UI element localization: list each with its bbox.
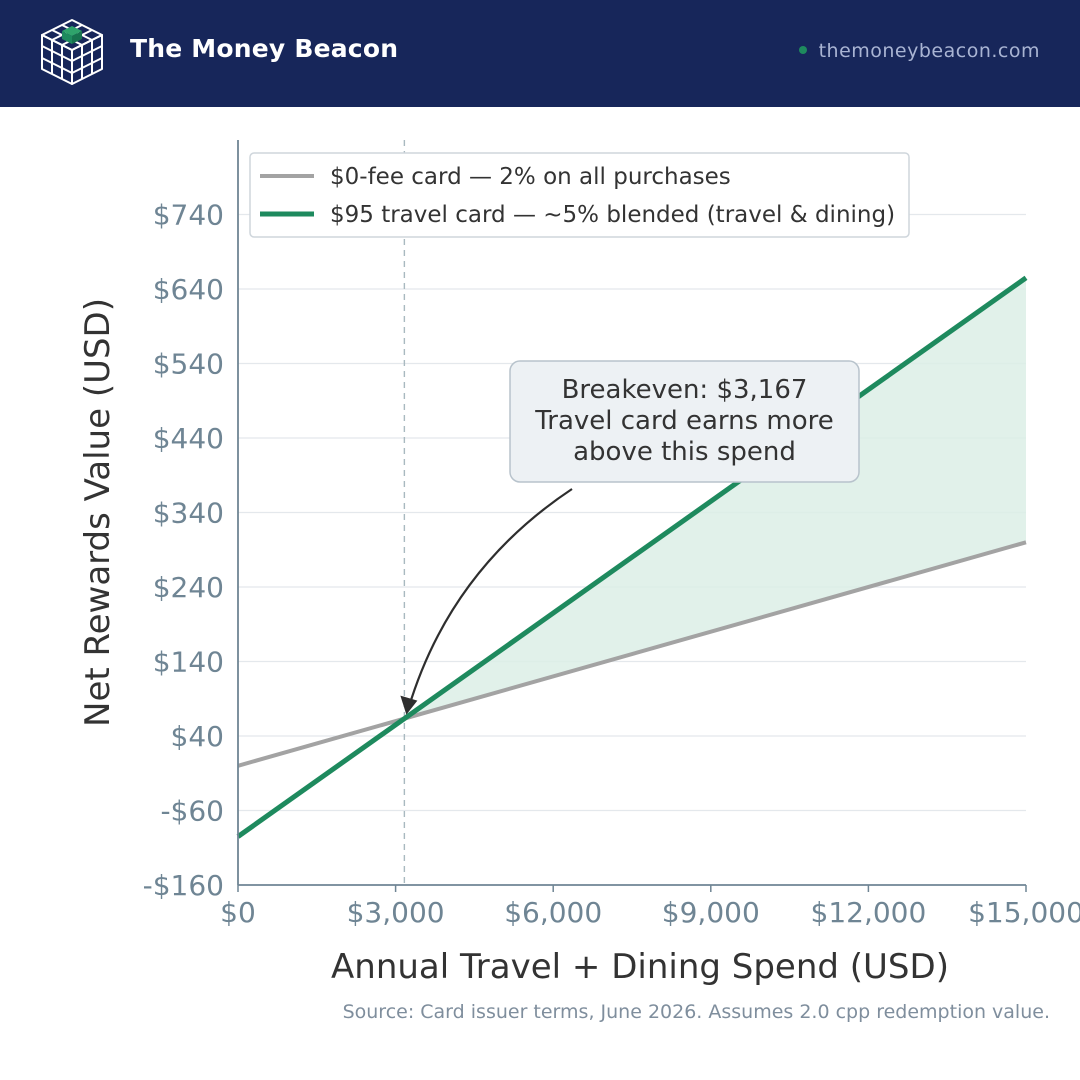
series-lines	[236, 275, 1028, 839]
y-tick-label: $640	[153, 273, 224, 306]
site-url[interactable]: themoneybeacon.com	[798, 40, 1040, 62]
y-axis-label: Net Rewards Value (USD)	[78, 298, 118, 727]
site-url-text: themoneybeacon.com	[818, 40, 1040, 62]
callout-arrowhead	[400, 695, 418, 715]
x-tick-label: $6,000	[504, 896, 602, 929]
series-line-fee-free	[237, 540, 1027, 768]
y-tick-label: $440	[153, 422, 224, 455]
y-tick-label: $140	[153, 646, 224, 679]
callout-arrow	[407, 488, 573, 709]
callout-text: Travel card earns more	[534, 406, 834, 436]
y-tick-label: $40	[171, 720, 224, 753]
callout-box	[509, 360, 860, 483]
x-tick-label: $0	[220, 896, 256, 929]
header-banner: The Money Beacon themoneybeacon.com	[0, 0, 1080, 107]
tick-labels: -$160 -$60 $40 $140 $240 $340 $440 $540 $640 $740…	[143, 199, 1080, 930]
legend-label: $95 travel card — ~5% blended (travel & …	[330, 202, 895, 228]
callout-text: Breakeven: $3,167	[562, 375, 808, 405]
y-tick-label: $340	[153, 497, 224, 530]
x-tick-label: $9,000	[662, 896, 760, 929]
y-tick-label: $540	[153, 348, 224, 381]
series-line-travel-card	[236, 275, 1028, 839]
legend-box	[249, 152, 910, 238]
axes	[237, 140, 1026, 886]
y-tick-label: $740	[153, 199, 224, 232]
axis-labels: Annual Travel + Dining Spend (USD) Net R…	[78, 298, 949, 987]
cube-grid-logo-icon	[41, 19, 103, 85]
status-dot-icon	[798, 45, 807, 54]
y-tick-label: -$60	[160, 795, 224, 828]
brand-name: The Money Beacon	[130, 34, 399, 63]
x-tick-label: $3,000	[347, 896, 445, 929]
y-tick-label: $240	[153, 571, 224, 604]
legend: $0-fee card — 2% on all purchases $95 tra…	[249, 152, 910, 238]
x-tick-label: $15,000	[968, 896, 1080, 929]
callout-text: above this spend	[573, 437, 796, 467]
x-tick-label: $12,000	[811, 896, 927, 929]
y-tick-label: -$160	[143, 869, 224, 902]
source-note: Source: Card issuer terms, June 2026. As…	[342, 1001, 1050, 1023]
legend-label: $0-fee card — 2% on all purchases	[330, 164, 731, 190]
x-axis-label: Annual Travel + Dining Spend (USD)	[331, 947, 949, 987]
